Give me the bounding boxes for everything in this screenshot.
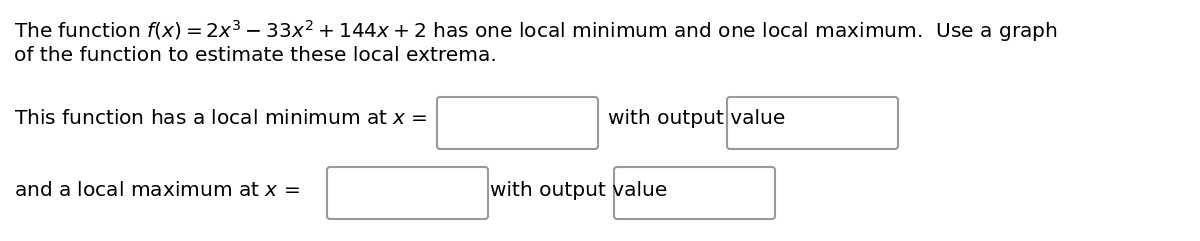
Text: of the function to estimate these local extrema.: of the function to estimate these local … xyxy=(14,46,497,65)
FancyBboxPatch shape xyxy=(437,97,598,149)
FancyBboxPatch shape xyxy=(614,167,775,219)
FancyBboxPatch shape xyxy=(727,97,898,149)
Text: This function has a local minimum at $x$ =: This function has a local minimum at $x$… xyxy=(14,108,427,127)
FancyBboxPatch shape xyxy=(326,167,488,219)
Text: with output value: with output value xyxy=(490,181,667,200)
Text: and a local maximum at $x$ =: and a local maximum at $x$ = xyxy=(14,181,300,200)
Text: The function $f(x) = 2x^3 - 33x^2 + 144x + 2$ has one local minimum and one loca: The function $f(x) = 2x^3 - 33x^2 + 144x… xyxy=(14,18,1057,44)
Text: with output value: with output value xyxy=(608,108,785,127)
